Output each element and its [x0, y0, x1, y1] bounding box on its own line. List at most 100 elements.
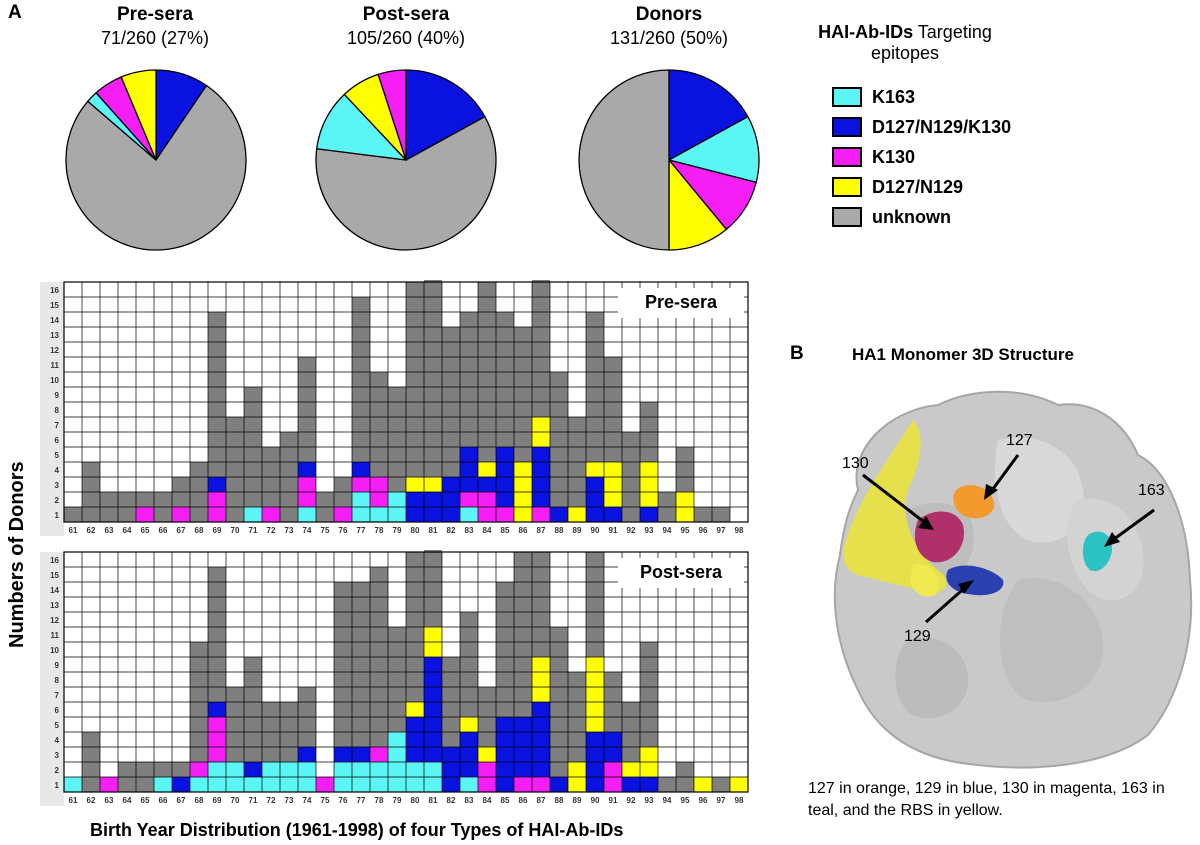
cell-90-4 — [586, 462, 604, 477]
cell-87-9 — [532, 657, 550, 672]
y-tick-label: 1 — [55, 511, 60, 520]
cell-82-12 — [442, 342, 460, 357]
cell-94-1 — [658, 507, 676, 522]
cell-79-6 — [388, 432, 406, 447]
cell-91-5 — [604, 717, 622, 732]
y-axis-title: Numbers of Donors — [6, 461, 28, 648]
cell-82-6 — [442, 702, 460, 717]
cell-81-5 — [424, 717, 442, 732]
cell-80-13 — [406, 327, 424, 342]
cell-78-2 — [370, 492, 388, 507]
cell-90-10 — [586, 372, 604, 387]
cell-93-2 — [640, 762, 658, 777]
cell-72-2 — [262, 492, 280, 507]
cell-69-3 — [208, 477, 226, 492]
cell-71-4 — [244, 462, 262, 477]
cell-77-14 — [352, 312, 370, 327]
x-tick-label: 79 — [393, 526, 402, 535]
cell-76-8 — [334, 672, 352, 687]
cell-95-3 — [676, 477, 694, 492]
cell-74-5 — [298, 717, 316, 732]
cell-90-7 — [586, 417, 604, 432]
cell-77-4 — [352, 732, 370, 747]
x-tick-label: 89 — [573, 796, 582, 805]
cell-85-6 — [496, 432, 514, 447]
cell-81-13 — [424, 597, 442, 612]
cell-85-12 — [496, 612, 514, 627]
cell-90-6 — [586, 702, 604, 717]
cell-86-8 — [514, 402, 532, 417]
cell-83-5 — [460, 717, 478, 732]
x-tick-label: 75 — [321, 526, 330, 535]
cell-76-2 — [334, 762, 352, 777]
cell-65-2 — [136, 492, 154, 507]
x-tick-label: 92 — [627, 526, 636, 535]
cell-69-10 — [208, 642, 226, 657]
cell-93-4 — [640, 732, 658, 747]
y-tick-label: 5 — [55, 721, 60, 730]
cell-91-3 — [604, 477, 622, 492]
cell-70-3 — [226, 747, 244, 762]
cell-90-5 — [586, 447, 604, 462]
cell-86-16 — [514, 552, 532, 567]
legend-label: D127/N129 — [872, 176, 964, 197]
cell-72-5 — [262, 447, 280, 462]
cell-88-10 — [550, 372, 568, 387]
cell-73-1 — [280, 777, 298, 792]
cell-80-1 — [406, 777, 424, 792]
cell-86-9 — [514, 387, 532, 402]
cell-81-10 — [424, 372, 442, 387]
cell-70-5 — [226, 717, 244, 732]
y-tick-label: 14 — [50, 586, 59, 595]
cell-81-13 — [424, 327, 442, 342]
y-tick-label: 13 — [50, 331, 59, 340]
cell-62-2 — [82, 762, 100, 777]
cell-71-2 — [244, 762, 262, 777]
cell-80-15 — [406, 297, 424, 312]
cell-79-3 — [388, 747, 406, 762]
cell-68-4 — [190, 462, 208, 477]
cell-93-4 — [640, 462, 658, 477]
cell-71-8 — [244, 672, 262, 687]
cell-80-7 — [406, 417, 424, 432]
cell-79-3 — [388, 477, 406, 492]
legend-item-d127-n129-k130: D127/N129/K130 — [832, 112, 1011, 142]
cell-80-3 — [406, 477, 424, 492]
cell-92-6 — [622, 702, 640, 717]
pie-subtitle-pre-sera: 71/260 (27%) — [100, 28, 210, 48]
cell-92-5 — [622, 447, 640, 462]
cell-77-10 — [352, 642, 370, 657]
cell-87-8 — [532, 402, 550, 417]
cell-91-2 — [604, 762, 622, 777]
x-tick-label: 71 — [249, 526, 258, 535]
cell-69-13 — [208, 597, 226, 612]
cell-80-5 — [406, 447, 424, 462]
cell-84-1 — [478, 777, 496, 792]
legend-swatch — [832, 117, 862, 137]
cell-93-5 — [640, 447, 658, 462]
cell-86-1 — [514, 777, 532, 792]
cell-90-10 — [586, 642, 604, 657]
cell-74-1 — [298, 507, 316, 522]
cell-97-1 — [712, 777, 730, 792]
cell-85-10 — [496, 642, 514, 657]
cell-84-7 — [478, 687, 496, 702]
cell-92-2 — [622, 492, 640, 507]
cell-78-2 — [370, 762, 388, 777]
cell-71-7 — [244, 687, 262, 702]
cell-69-10 — [208, 372, 226, 387]
cell-87-2 — [532, 762, 550, 777]
cell-61-1 — [64, 777, 82, 792]
cell-76-4 — [334, 732, 352, 747]
cell-81-8 — [424, 402, 442, 417]
cell-89-7 — [568, 417, 586, 432]
cell-74-2 — [298, 492, 316, 507]
x-tick-label: 95 — [681, 526, 690, 535]
cell-88-1 — [550, 507, 568, 522]
cell-80-9 — [406, 657, 424, 672]
cell-80-9 — [406, 387, 424, 402]
cell-73-1 — [280, 507, 298, 522]
x-tick-label: 77 — [357, 796, 366, 805]
cell-86-3 — [514, 477, 532, 492]
cell-85-12 — [496, 342, 514, 357]
